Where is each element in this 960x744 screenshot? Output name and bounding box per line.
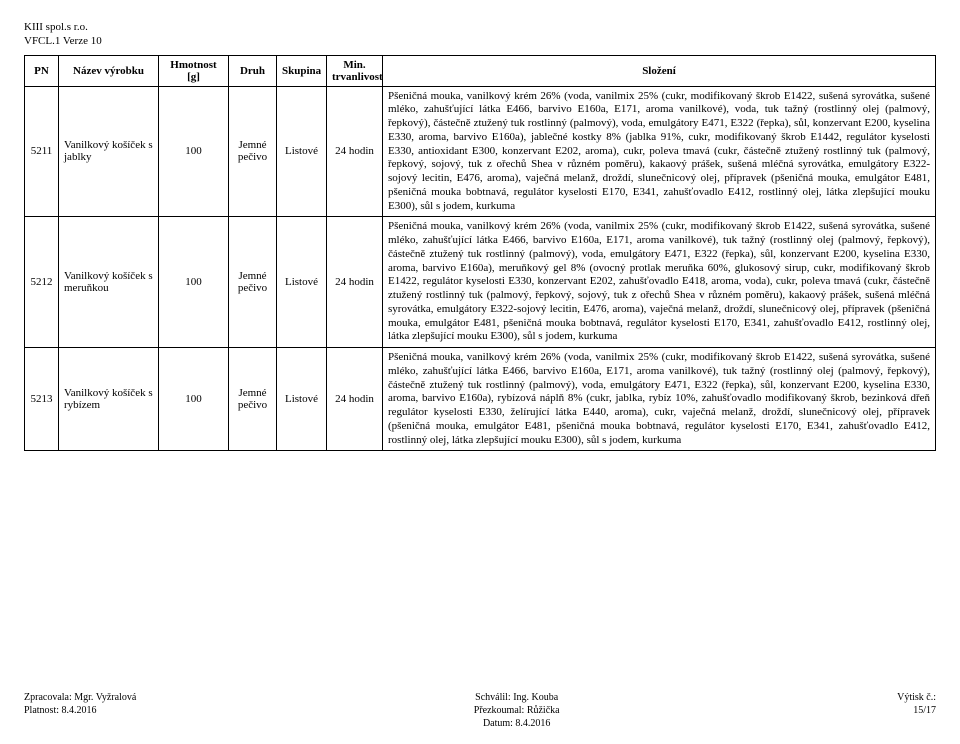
doc-header-line1: KIII spol.s r.o. [24,20,936,34]
cell-pn: 5212 [25,217,59,348]
page-footer: Zpracovala: Mgr. Vyžralová Platnost: 8.4… [24,691,936,730]
cell-slozeni: Pšeničná mouka, vanilkový krém 26% (voda… [383,86,936,217]
cell-nazev: Vanilkový košíček s meruňkou [59,217,159,348]
doc-header-line2: VFCL.1 Verze 10 [24,34,936,48]
cell-pn: 5211 [25,86,59,217]
footer-center: Schválil: Ing. Kouba Přezkoumal: Růžička… [474,691,560,730]
cell-skupina: Listové [277,348,327,451]
cell-hmotnost: 100 [159,348,229,451]
products-table: PN Název výrobku Hmotnost [g] Druh Skupi… [24,55,936,452]
col-druh: Druh [229,55,277,86]
table-row: 5211 Vanilkový košíček s jablky 100 Jemn… [25,86,936,217]
footer-left: Zpracovala: Mgr. Vyžralová Platnost: 8.4… [24,691,136,730]
cell-min: 24 hodin [327,348,383,451]
col-pn: PN [25,55,59,86]
cell-druh: Jemné pečivo [229,217,277,348]
cell-slozeni: Pšeničná mouka, vanilkový krém 26% (voda… [383,217,936,348]
col-hmotnost: Hmotnost [g] [159,55,229,86]
doc-header: KIII spol.s r.o. VFCL.1 Verze 10 [24,20,936,49]
cell-skupina: Listové [277,86,327,217]
footer-right: Výtisk č.: 15/17 [897,691,936,730]
col-min: Min. trvanlivost [327,55,383,86]
table-row: 5213 Vanilkový košíček s rybízem 100 Jem… [25,348,936,451]
cell-min: 24 hodin [327,217,383,348]
cell-hmotnost: 100 [159,86,229,217]
cell-druh: Jemné pečivo [229,348,277,451]
cell-min: 24 hodin [327,86,383,217]
cell-hmotnost: 100 [159,217,229,348]
table-header-row: PN Název výrobku Hmotnost [g] Druh Skupi… [25,55,936,86]
cell-nazev: Vanilkový košíček s rybízem [59,348,159,451]
col-skupina: Skupina [277,55,327,86]
cell-skupina: Listové [277,217,327,348]
col-nazev: Název výrobku [59,55,159,86]
col-slozeni: Složení [383,55,936,86]
cell-slozeni: Pšeničná mouka, vanilkový krém 26% (voda… [383,348,936,451]
cell-pn: 5213 [25,348,59,451]
table-row: 5212 Vanilkový košíček s meruňkou 100 Je… [25,217,936,348]
cell-nazev: Vanilkový košíček s jablky [59,86,159,217]
cell-druh: Jemné pečivo [229,86,277,217]
